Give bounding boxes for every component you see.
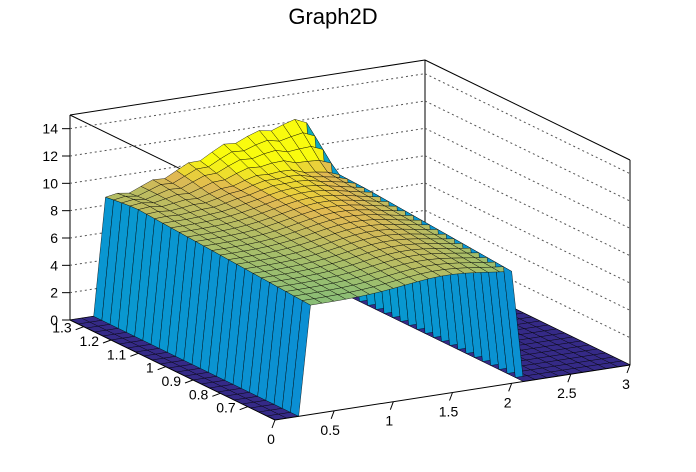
right-top-edge	[424, 59, 631, 161]
x-tick-mark	[626, 364, 631, 374]
y-tick-mark	[102, 339, 112, 344]
z-gridline-right	[424, 209, 631, 311]
z-gridline-right	[424, 100, 631, 202]
y-tick-mark	[239, 406, 248, 411]
y-tick-label: 0.8	[189, 386, 209, 402]
z-tick-label: 8	[50, 203, 58, 219]
z-tick-label: 0	[50, 312, 58, 328]
x-tick-mark	[330, 410, 335, 420]
y-tick-mark	[212, 392, 221, 397]
back-top-edge	[69, 59, 426, 116]
y-tick-mark	[130, 352, 139, 357]
y-tick-label: 0.9	[162, 373, 182, 389]
y-tick-mark	[75, 326, 84, 331]
z-gridline-right	[424, 155, 631, 257]
x-tick-mark	[567, 373, 572, 383]
x-tick-label: 1.5	[439, 404, 459, 420]
x-tick-mark	[389, 401, 394, 410]
z-gridline-back	[69, 73, 426, 130]
x-tick-label: 3	[622, 376, 630, 392]
z-tick-label: 10	[42, 175, 58, 191]
y-axis-line	[69, 319, 276, 421]
x-tick-mark	[271, 419, 276, 429]
x-tick-label: 1	[385, 413, 393, 429]
x-tick-mark	[449, 392, 453, 401]
z-gridline-right	[424, 127, 631, 229]
x-tick-label: 0.5	[320, 422, 340, 438]
y-tick-mark	[157, 366, 166, 371]
y-tick-label: 1.2	[80, 333, 100, 349]
z-gridline-right	[424, 237, 631, 339]
surface-plot	[69, 118, 631, 421]
z-gridline-right	[424, 182, 631, 284]
y-tick-label: 1.3	[52, 320, 72, 336]
y-tick-label: 1	[146, 360, 154, 376]
x-tick-mark	[508, 383, 513, 392]
x-tick-label: 2	[504, 394, 512, 410]
chart-title: Graph2D	[288, 4, 377, 29]
z-tick-label: 4	[50, 257, 58, 273]
z-tick-label: 12	[42, 148, 58, 164]
y-tick-label: 0.7	[216, 400, 236, 416]
z-tick-label: 2	[50, 285, 58, 301]
y-tick-mark	[184, 379, 194, 384]
z-tick-label: 14	[42, 121, 58, 137]
z-tick-label: 6	[50, 230, 58, 246]
z-gridline-right	[424, 73, 631, 175]
axes-front: 00.511.522.530.70.80.911.11.21.302468101…	[42, 121, 631, 447]
x-tick-label: 0	[267, 431, 275, 447]
y-tick-label: 1.1	[107, 346, 127, 362]
x-tick-label: 2.5	[557, 385, 577, 401]
